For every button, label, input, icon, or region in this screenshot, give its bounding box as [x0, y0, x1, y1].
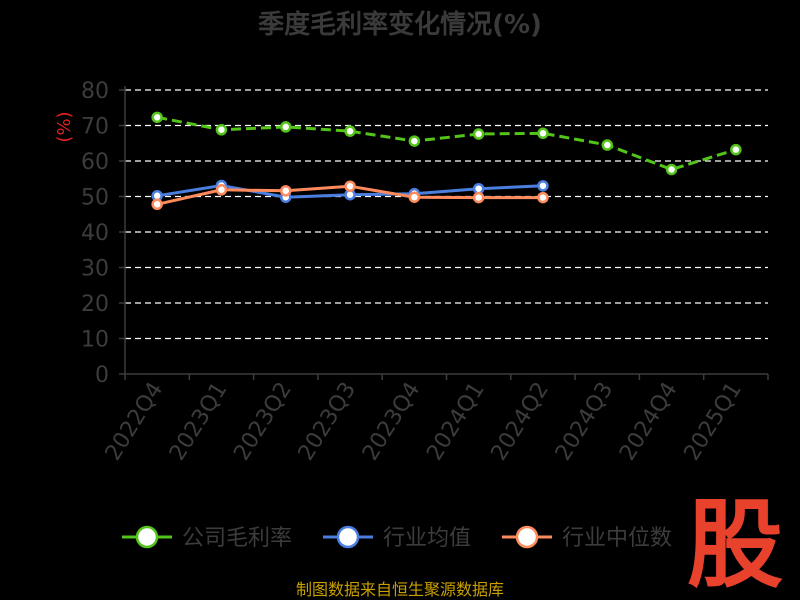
legend-label: 行业中位数	[562, 526, 672, 551]
y-tick-label: 80	[81, 79, 109, 104]
chart-title: 季度毛利率变化情况(%)	[258, 9, 542, 40]
series-1-point[interactable]	[537, 180, 549, 192]
watermark-logo: 股	[687, 489, 783, 600]
series-layer	[151, 111, 742, 211]
axis-layer: 010203040506070802022Q42023Q12023Q22023Q…	[81, 79, 769, 465]
x-tick-label: 2024Q2	[487, 378, 554, 465]
series-0-point[interactable]	[601, 139, 613, 151]
legend-label: 公司毛利率	[182, 526, 292, 551]
series-2-point[interactable]	[408, 191, 421, 203]
series-0-point[interactable]	[537, 127, 549, 140]
y-tick-label: 70	[81, 115, 109, 140]
series-2-point[interactable]	[537, 191, 549, 204]
x-tick-label: 2023Q1	[165, 378, 232, 465]
series-0-point[interactable]	[280, 121, 292, 133]
series-2-point[interactable]	[344, 180, 356, 192]
x-tick-label: 2023Q4	[358, 378, 425, 465]
y-tick-label: 0	[95, 363, 109, 388]
legend-item-2[interactable]: 行业中位数	[502, 525, 672, 551]
x-tick-label: 2023Q2	[229, 378, 296, 465]
x-tick-label: 2025Q1	[679, 378, 746, 465]
series-0-point[interactable]	[215, 124, 228, 136]
series-2-point[interactable]	[215, 184, 228, 196]
grid-layer	[125, 89, 768, 340]
x-tick-label: 2023Q3	[294, 378, 361, 465]
series-0-point[interactable]	[472, 128, 485, 140]
x-tick-label: 2024Q4	[615, 378, 682, 465]
series-0-point[interactable]	[151, 111, 163, 124]
series-2-point[interactable]	[151, 198, 163, 211]
legend-item-1[interactable]: 行业均值	[323, 525, 471, 551]
series-line-0	[156, 115, 737, 172]
series-2-point[interactable]	[472, 191, 485, 204]
source-note: 制图数据来自恒生聚源数据库	[296, 580, 504, 599]
legend-item-0[interactable]: 公司毛利率	[122, 525, 292, 551]
y-tick-label: 10	[81, 328, 109, 353]
legend-marker	[135, 525, 159, 549]
legend-marker	[515, 525, 539, 549]
y-tick-label: 60	[81, 150, 109, 175]
series-0-point[interactable]	[344, 125, 356, 137]
series-2-point[interactable]	[280, 185, 292, 197]
y-tick-label: 20	[81, 292, 109, 317]
legend[interactable]: 公司毛利率 行业均值 行业中位数	[122, 525, 672, 551]
legend-marker	[336, 525, 360, 549]
y-tick-label: 30	[81, 257, 109, 282]
y-tick-label: 50	[81, 186, 109, 211]
series-0-point[interactable]	[730, 143, 742, 156]
x-tick-label: 2024Q3	[551, 378, 618, 465]
legend-label: 行业均值	[383, 526, 471, 551]
y-tick-label: 40	[81, 221, 109, 246]
series-0-point[interactable]	[408, 135, 421, 147]
series-0-point[interactable]	[665, 163, 678, 176]
y-axis-label: (%)	[54, 111, 75, 142]
x-tick-label: 2024Q1	[422, 378, 489, 465]
x-tick-label: 2022Q4	[101, 378, 168, 465]
